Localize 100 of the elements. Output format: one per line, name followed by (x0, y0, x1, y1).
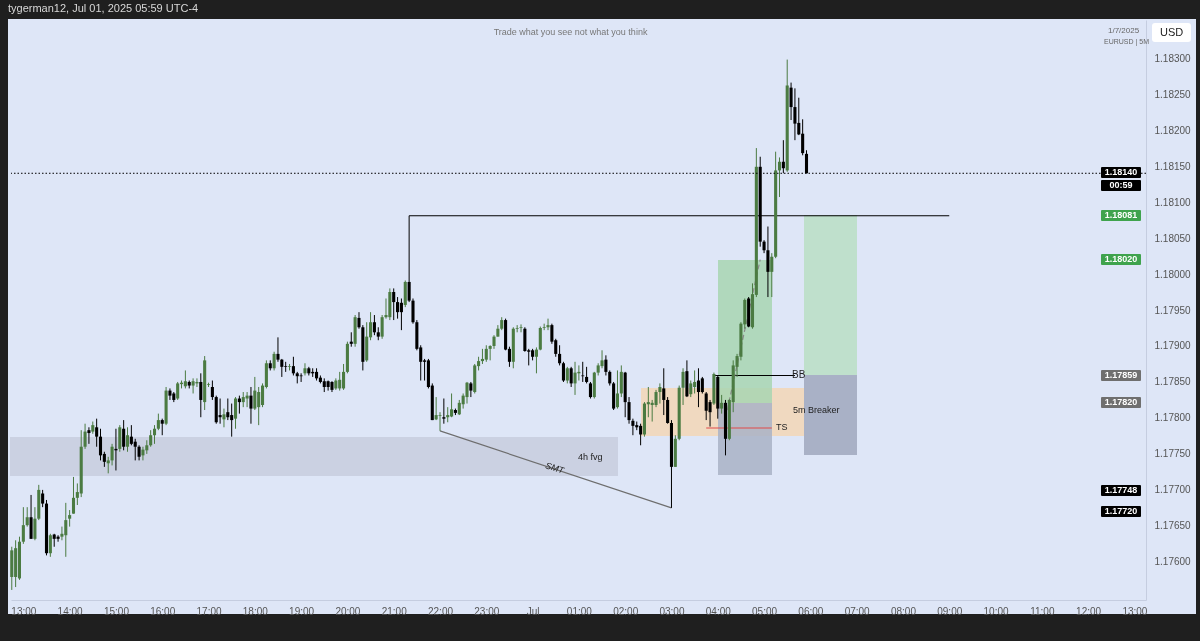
candlestick (558, 344, 562, 366)
x-tick-label: 09:00 (937, 605, 963, 617)
y-tick-label: 1.18100 (1154, 196, 1192, 208)
candlestick (561, 361, 565, 383)
x-tick-label: 12:00 (1076, 605, 1102, 617)
y-tick-label: 1.18200 (1154, 124, 1192, 136)
candlestick (199, 372, 203, 418)
x-tick-label: 23:00 (474, 605, 500, 617)
annotation: 1.17859 (1101, 370, 1141, 381)
text: Trade what you see not what you think (493, 27, 648, 37)
candlestick (396, 296, 400, 320)
annotation: 5m Breaker (793, 405, 840, 415)
x-tick-label: 05:00 (752, 605, 778, 617)
candlestick (133, 438, 137, 461)
candlestick (152, 424, 157, 445)
candlestick (87, 426, 91, 445)
candlestick (98, 428, 103, 461)
x-tick-label: 14:00 (57, 605, 84, 617)
candlestick (25, 506, 29, 528)
candlestick (257, 386, 261, 426)
x-tick-label: 13:00 (1122, 605, 1148, 617)
annotation: 4h fvg (578, 452, 603, 462)
y-tick-label: 1.18150 (1154, 160, 1192, 172)
y-tick-label: 1.17600 (1154, 556, 1192, 568)
candlestick (720, 394, 724, 415)
candlestick (766, 226, 770, 298)
candlestick (299, 372, 303, 383)
text: USD (1152, 23, 1192, 42)
candlestick (272, 351, 276, 371)
x-tick-label: 11:00 (1030, 605, 1055, 617)
candlestick (168, 387, 172, 401)
candlestick (781, 139, 785, 174)
candlestick (573, 361, 577, 396)
candlestick (399, 297, 403, 331)
x-tick-label: 04:00 (705, 605, 732, 617)
candlestick (342, 363, 346, 391)
annotation: TS (776, 422, 788, 432)
x-tick-label: 19:00 (289, 605, 315, 617)
text: tygerman12, Jul 01, 2025 05:59 UTC-4 (8, 2, 199, 14)
candlestick (569, 366, 573, 388)
y-tick-label: 1.17900 (1154, 340, 1192, 352)
y-tick-label: 1.18250 (1154, 88, 1192, 100)
x-tick-label: 13:00 (11, 605, 37, 617)
candlestick (546, 318, 550, 331)
y-tick-label: 1.18300 (1154, 52, 1192, 64)
candlestick (110, 443, 114, 466)
candlestick (392, 287, 396, 321)
candlestick (365, 321, 369, 363)
x-tick-label: 10:00 (983, 605, 1009, 617)
x-tick-label: 02:00 (613, 605, 639, 617)
annotation: 1.17748 (1101, 485, 1141, 496)
annotation: 1.18020 (1101, 254, 1141, 265)
annotation: 1.18081 (1101, 210, 1141, 221)
x-tick-label: 08:00 (890, 605, 917, 617)
candlestick (122, 419, 126, 451)
candlestick (469, 381, 473, 398)
candlestick (372, 314, 376, 336)
candlestick (125, 426, 130, 453)
candlestick (619, 364, 623, 398)
candlestick (245, 391, 249, 408)
candlestick (21, 506, 25, 545)
candlestick (95, 418, 99, 448)
x-tick-label: 22:00 (427, 605, 454, 617)
candlestick (403, 280, 407, 308)
candlestick (64, 502, 68, 558)
candlestick (253, 376, 257, 411)
y-tick-label: 1.17750 (1154, 448, 1192, 460)
x-tick-label: 06:00 (798, 605, 824, 617)
candlestick (662, 367, 666, 416)
annotation: 00:59 (1101, 180, 1141, 191)
candlestick (666, 396, 670, 425)
candlestick (71, 476, 76, 515)
y-tick-label: 1.17850 (1154, 376, 1192, 388)
candlestick (303, 362, 307, 376)
candlestick (438, 411, 442, 432)
x-tick-label: 03:00 (659, 605, 685, 617)
candlestick (770, 252, 774, 298)
y-tick-label: 1.17950 (1154, 304, 1192, 316)
y-tick-label: 1.18050 (1154, 232, 1192, 244)
candlestick (658, 382, 662, 405)
x-tick-label: 01:00 (566, 605, 593, 617)
x-tick-label: Jul (526, 605, 540, 617)
candlestick (249, 386, 253, 425)
y-tick-label: 1.17800 (1154, 412, 1192, 424)
candlestick (523, 326, 527, 353)
candlestick (581, 361, 585, 383)
x-tick-label: 18:00 (242, 605, 269, 617)
candlestick (793, 87, 797, 141)
candlestick (442, 398, 446, 425)
y-tick-label: 1.17650 (1154, 520, 1192, 532)
annotation: 1.17820 (1101, 397, 1141, 408)
candlestick (129, 424, 133, 446)
annotation: BB (792, 369, 806, 381)
candlestick (465, 381, 469, 405)
annotation: 1/7/2025 (1108, 26, 1140, 35)
candlestick (48, 533, 52, 558)
candlestick (519, 323, 523, 333)
annotation: 1.17720 (1101, 506, 1141, 517)
y-tick-label: 1.18000 (1154, 268, 1192, 280)
annotation: SMT (544, 460, 566, 476)
